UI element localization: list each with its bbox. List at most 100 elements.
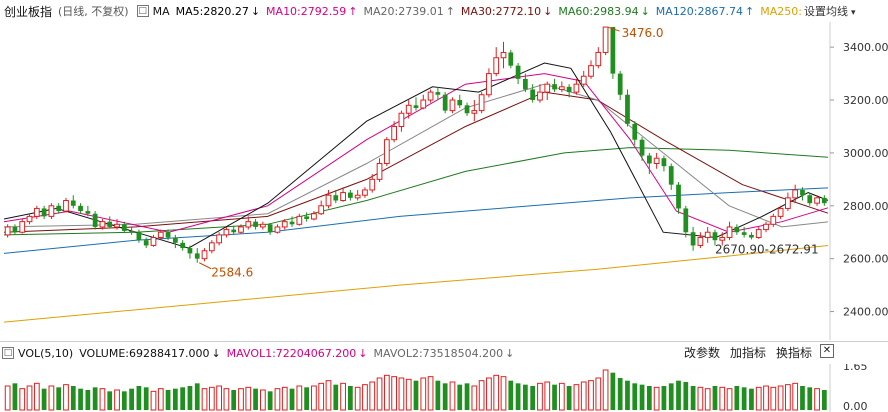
volume-chart[interactable]: 1.65 0.00 — [0, 364, 888, 412]
candle-body-up — [726, 226, 733, 239]
candle-body-up — [245, 221, 252, 228]
dropdown-arrow-icon: ▾ — [850, 8, 856, 18]
volume-bar-down — [639, 384, 645, 410]
volume-bar-up — [777, 385, 784, 411]
candle-body-down — [121, 224, 127, 231]
candle-body-down — [85, 211, 91, 214]
mavol1-value: MAVOL1:72204067.200 — [226, 346, 357, 360]
volume-bar-down — [165, 390, 171, 410]
candle-body-up — [238, 226, 244, 233]
volume-bar-up — [427, 376, 434, 411]
candle-body-down — [661, 158, 667, 167]
volume-bar-down — [523, 384, 528, 410]
volume-bar-up — [48, 385, 55, 411]
candle-body-down — [165, 232, 171, 238]
candle-body-up — [471, 110, 478, 114]
price-tick-label: 3200.00 — [843, 94, 888, 107]
volume-bar-down — [457, 384, 463, 410]
candle-body-down — [129, 230, 134, 233]
volume-bar-up — [223, 388, 230, 411]
candle-body-up — [150, 237, 157, 246]
candle-body-up — [391, 125, 397, 141]
candle-body-up — [785, 197, 791, 209]
volume-bar-up — [478, 380, 485, 411]
volume-bar-up — [376, 377, 383, 411]
candle-body-down — [617, 73, 623, 95]
volume-bar-up — [755, 386, 762, 411]
volume-bar-up — [114, 389, 120, 411]
candle-body-up — [493, 57, 500, 75]
candle-body-up — [376, 162, 383, 180]
ma20-legend: MA20:2739.01 ↑ — [363, 5, 454, 18]
ma10-arrow-icon: ↑ — [348, 4, 358, 18]
vol-toggle-checkbox[interactable]: □ — [2, 347, 14, 359]
volume-bar-down — [712, 386, 718, 410]
candle-body-up — [763, 223, 769, 231]
candle-body-down — [348, 192, 353, 198]
volume-bar-down — [515, 383, 521, 410]
volume-bar-down — [807, 387, 813, 410]
candle-body-up — [588, 65, 594, 77]
mavol2-legend: MAVOL2:73518504.200 ↓ — [374, 347, 515, 360]
period-label[interactable]: (日线, 不复权) — [58, 5, 129, 18]
volume-bar-up — [340, 382, 346, 411]
candle-body-up — [325, 194, 332, 207]
volume-bar-up — [602, 369, 609, 411]
candle-body-up — [99, 221, 106, 228]
volume-bar-down — [683, 382, 689, 410]
volume-bar-up — [537, 382, 543, 411]
volume-bar-down — [172, 388, 178, 410]
candle-body-down — [457, 100, 463, 106]
volume-bar-down — [180, 387, 186, 410]
volume-bar-up — [311, 385, 317, 411]
volume-bar-down — [129, 388, 134, 410]
mavol2-arrow-icon: ↓ — [505, 346, 515, 360]
candle-body-up — [537, 91, 543, 101]
volume-bar-up — [449, 381, 456, 411]
candle-body-up — [449, 99, 456, 112]
switch-indicator-button[interactable]: 换指标 — [776, 346, 813, 360]
volume-bar-down — [676, 380, 681, 410]
volume-bar-up — [63, 384, 69, 411]
candle-body-down — [712, 232, 718, 241]
volume-bar-up — [493, 374, 500, 411]
ma250-value: MA250: — [760, 4, 802, 18]
change-params-button[interactable]: 改参数 — [684, 346, 721, 360]
candle-body-up — [318, 205, 325, 215]
volume-bar-up — [362, 384, 368, 411]
volume-bar-up — [259, 389, 266, 411]
candle-body-up — [208, 242, 215, 252]
volume-bar-up — [245, 386, 252, 411]
price-tick-label: 3000.00 — [843, 147, 888, 160]
candle-body-down — [625, 94, 630, 124]
volume-bar-up — [595, 377, 602, 411]
settings-ma-button[interactable]: 设置均线 ▾ — [804, 3, 856, 19]
volume-bar-up — [785, 384, 791, 411]
volume-bar-down — [690, 386, 696, 410]
volume-bar-down — [661, 386, 667, 410]
candle-body-up — [26, 215, 33, 223]
candle-body-down — [749, 234, 754, 238]
candle-body-down — [668, 166, 674, 185]
price-chart[interactable]: 3400.00 3200.00 3000.00 2800.00 2600.00 2400.… — [0, 22, 888, 340]
add-indicator-button[interactable]: 加指标 — [730, 346, 767, 360]
volume-bar-down — [435, 380, 441, 410]
candle-body-down — [566, 86, 572, 93]
candle-body-up — [500, 51, 507, 59]
ma120-value: MA120:2867.74 — [655, 4, 744, 18]
candle-body-down — [12, 226, 18, 233]
close-icon[interactable]: ✕ — [820, 344, 834, 358]
volume-bar-up — [157, 388, 164, 411]
ma-toggle-checkbox[interactable]: □ — [136, 5, 149, 17]
low-annotation: 2584.6 — [211, 266, 253, 280]
volume-bar-down — [552, 384, 557, 410]
candle-body-up — [792, 189, 799, 199]
volume-bar-up — [4, 385, 11, 411]
volume-bar-up — [558, 382, 565, 411]
candle-body-up — [697, 237, 704, 246]
volume-bar-down — [646, 386, 652, 410]
candle-body-down — [646, 155, 652, 164]
volume-bar-down — [56, 387, 62, 410]
volume-bar-down — [85, 390, 91, 410]
candle-body-up — [383, 139, 390, 164]
